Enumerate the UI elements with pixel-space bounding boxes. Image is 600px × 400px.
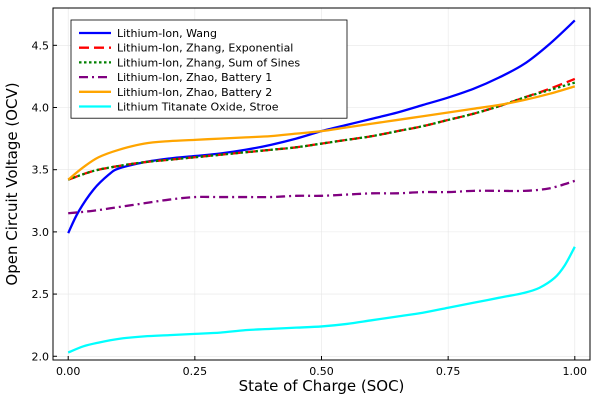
legend-label: Lithium-Ion, Zhang, Sum of Sines xyxy=(117,56,300,69)
y-tick-label: 4.0 xyxy=(32,102,50,115)
legend-label: Lithium-Ion, Zhang, Exponential xyxy=(117,42,293,55)
series-line-1 xyxy=(67,19,576,234)
series-line-4 xyxy=(68,179,576,215)
x-tick-label: 0.50 xyxy=(309,365,334,378)
legend-label: Lithium-Ion, Zhao, Battery 1 xyxy=(117,71,272,84)
y-tick-label: 2.5 xyxy=(32,288,50,301)
tick-layer: 0.00 0.25 0.50 0.75 1.00 2.0 2.5 3.0 3.5 4.0 4.5 xyxy=(32,39,588,378)
x-tick-label: 0.75 xyxy=(436,365,461,378)
legend-label: Lithium-Ion, Zhao, Battery 2 xyxy=(117,86,272,99)
y-axis-title: Open Circuit Voltage (OCV) xyxy=(3,82,21,285)
x-axis-title: State of Charge (SOC) xyxy=(239,377,405,395)
legend-box xyxy=(70,19,348,119)
x-tick-label: 0.00 xyxy=(56,365,81,378)
y-tick-label: 3.5 xyxy=(32,164,50,177)
y-tick-label: 3.0 xyxy=(32,226,50,239)
series-line-3 xyxy=(67,81,576,181)
series-line-6 xyxy=(67,246,576,354)
legend: Lithium-Ion, Wang Lithium-Ion, Zhang, Exp… xyxy=(70,19,348,119)
series-line-5 xyxy=(67,85,576,181)
legend-label: Lithium Titanate Oxide, Stroe xyxy=(117,101,279,114)
x-tick-label: 0.25 xyxy=(183,365,208,378)
y-tick-label: 4.5 xyxy=(32,39,50,52)
x-tick-label: 1.00 xyxy=(563,365,588,378)
legend-label: Lithium-Ion, Wang xyxy=(117,27,217,40)
y-tick-label: 2.0 xyxy=(32,350,50,363)
series-layer xyxy=(67,19,576,354)
